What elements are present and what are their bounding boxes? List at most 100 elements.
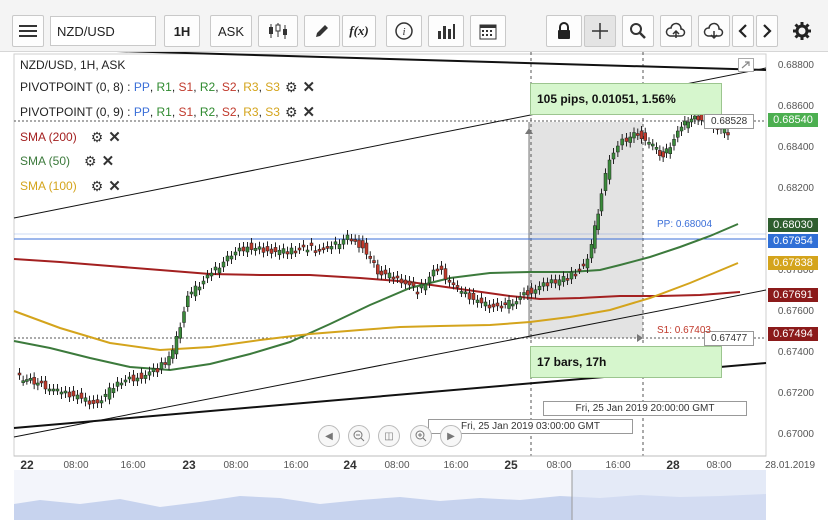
candle bbox=[439, 265, 444, 270]
candle bbox=[131, 374, 136, 382]
candle bbox=[451, 282, 456, 286]
gear-icon[interactable]: ⚙ bbox=[90, 128, 104, 145]
download-button[interactable] bbox=[698, 15, 730, 47]
navigator-window[interactable] bbox=[572, 470, 766, 520]
draw-button[interactable] bbox=[304, 15, 340, 47]
info-button[interactable]: i bbox=[386, 15, 422, 47]
candle bbox=[651, 143, 655, 147]
close-icon[interactable]: ✕ bbox=[302, 79, 316, 96]
candle bbox=[119, 382, 124, 386]
candle bbox=[503, 302, 507, 305]
gear-icon[interactable]: ⚙ bbox=[284, 78, 298, 95]
candle bbox=[689, 118, 694, 123]
price-type-button[interactable]: ASK bbox=[210, 15, 252, 47]
candle bbox=[317, 248, 322, 252]
reset-button[interactable]: ◫ bbox=[378, 425, 400, 447]
reset-icon: ◫ bbox=[384, 430, 394, 442]
menu-button[interactable] bbox=[12, 15, 44, 47]
crosshair-button[interactable] bbox=[584, 15, 616, 47]
indicator-pivot-9[interactable]: PIVOTPOINT (0, 9) : PP, R1, S1, R2, S2, … bbox=[20, 103, 316, 122]
candle bbox=[71, 390, 76, 397]
scroll-right-button[interactable]: ▶ bbox=[440, 425, 462, 447]
price-axis-label: 0.68400 bbox=[777, 142, 814, 153]
crosshair-time-tag: Fri, 25 Jan 2019 20:00:00 GMT bbox=[543, 401, 747, 416]
candle bbox=[403, 279, 408, 285]
settings-button[interactable] bbox=[788, 15, 816, 47]
chart-type-button[interactable] bbox=[258, 15, 298, 47]
symbol-input[interactable] bbox=[50, 16, 156, 46]
zoom-out-button[interactable] bbox=[348, 425, 370, 447]
level-s3: S3 bbox=[265, 80, 280, 94]
candle bbox=[537, 285, 542, 291]
candle bbox=[174, 336, 179, 355]
calendar-button[interactable] bbox=[470, 15, 506, 47]
candle bbox=[127, 376, 132, 380]
chart-area[interactable]: NZD/USD, 1H, ASK PIVOTPOINT (0, 8) : PP,… bbox=[0, 52, 828, 520]
candle bbox=[87, 400, 92, 405]
candle bbox=[25, 379, 29, 382]
candle bbox=[415, 291, 420, 295]
close-icon[interactable]: ✕ bbox=[108, 129, 121, 146]
candle bbox=[345, 234, 350, 240]
indicator-sma-200[interactable]: SMA (200) ⚙ ✕ bbox=[20, 128, 121, 147]
candle bbox=[341, 239, 346, 245]
candle bbox=[654, 147, 659, 150]
close-icon[interactable]: ✕ bbox=[108, 178, 121, 195]
close-icon[interactable]: ✕ bbox=[101, 153, 115, 170]
indicators-button[interactable]: f(x) bbox=[342, 15, 376, 47]
indicator-pivot-8[interactable]: PIVOTPOINT (0, 8) : PP, R1, S1, R2, S2, … bbox=[20, 78, 316, 97]
candle bbox=[201, 280, 206, 285]
candle bbox=[289, 247, 294, 255]
measure-area bbox=[529, 122, 643, 338]
candle bbox=[182, 311, 186, 323]
upload-button[interactable] bbox=[660, 15, 692, 47]
candle bbox=[313, 250, 318, 253]
candle bbox=[171, 349, 175, 359]
indicator-sma-50[interactable]: SMA (50) ⚙ ✕ bbox=[20, 152, 115, 171]
indicator-name: PIVOTPOINT (0, 8) bbox=[20, 80, 124, 94]
candle bbox=[658, 150, 662, 156]
gear-icon[interactable]: ⚙ bbox=[84, 152, 97, 169]
candle bbox=[545, 282, 550, 287]
candle bbox=[225, 255, 230, 262]
measure-bars-text: 17 bars, 17h bbox=[537, 355, 607, 369]
candle bbox=[628, 136, 632, 143]
indicator-sma-100[interactable]: SMA (100) ⚙ ✕ bbox=[20, 177, 121, 196]
candle bbox=[139, 372, 144, 379]
gear-icon[interactable]: ⚙ bbox=[90, 177, 104, 194]
candle bbox=[499, 305, 504, 309]
candle bbox=[514, 301, 519, 305]
time-axis-label: 16:00 bbox=[283, 460, 309, 471]
expand-icon[interactable] bbox=[738, 58, 754, 72]
candle bbox=[487, 304, 492, 309]
candle bbox=[475, 299, 480, 303]
lock-button[interactable] bbox=[546, 15, 582, 47]
timeframe-button[interactable]: 1H bbox=[164, 15, 200, 47]
candle bbox=[111, 388, 116, 394]
candle bbox=[518, 296, 522, 300]
scroll-left-button[interactable]: ◀ bbox=[318, 425, 340, 447]
candle bbox=[293, 250, 298, 254]
candle bbox=[59, 391, 64, 395]
level-r3: R3 bbox=[243, 105, 259, 119]
candle bbox=[693, 115, 697, 120]
candle bbox=[533, 289, 538, 294]
candle bbox=[455, 285, 460, 288]
volume-button[interactable] bbox=[428, 15, 464, 47]
pp-label: PP: 0.68004 bbox=[657, 219, 713, 230]
candle bbox=[376, 264, 380, 275]
measure-pips-text: 105 pips, 0.01051, 1.56% bbox=[537, 92, 676, 106]
price-tag: 0.67494 bbox=[768, 327, 818, 341]
download-icon bbox=[703, 22, 724, 40]
price-plot[interactable] bbox=[0, 52, 828, 520]
zoom-in-button[interactable] bbox=[410, 425, 432, 447]
s1-label: S1: 0.67403 bbox=[657, 325, 711, 336]
zoom-button[interactable] bbox=[622, 15, 654, 47]
candle bbox=[269, 248, 274, 254]
gear-icon[interactable]: ⚙ bbox=[284, 103, 298, 120]
scroll-right-button[interactable] bbox=[756, 15, 778, 47]
scroll-left-button[interactable] bbox=[732, 15, 754, 47]
candle bbox=[91, 399, 96, 404]
candle bbox=[661, 151, 665, 158]
close-icon[interactable]: ✕ bbox=[302, 104, 316, 121]
